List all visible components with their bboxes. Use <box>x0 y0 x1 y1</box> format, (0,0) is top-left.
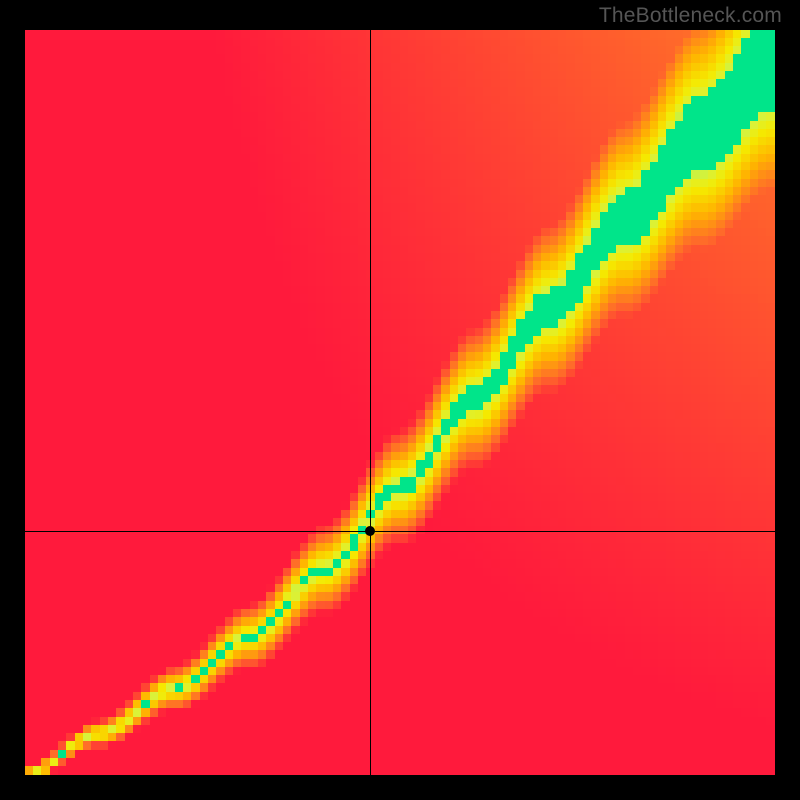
heatmap-canvas <box>25 30 775 775</box>
marker-dot <box>365 526 375 536</box>
watermark-text: TheBottleneck.com <box>599 4 782 28</box>
crosshair-vertical <box>370 30 371 775</box>
chart-frame: TheBottleneck.com <box>0 0 800 800</box>
crosshair-horizontal <box>25 531 775 532</box>
plot-area <box>25 30 775 775</box>
